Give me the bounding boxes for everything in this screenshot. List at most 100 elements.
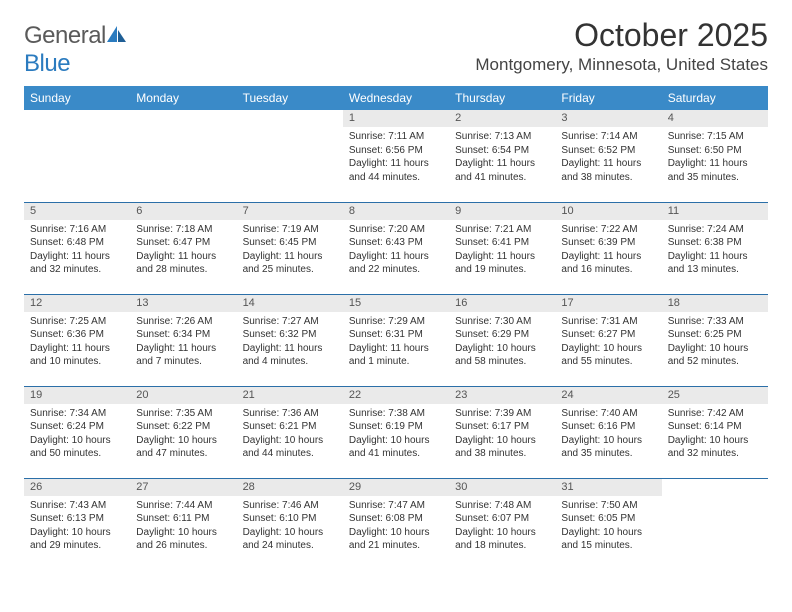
day-details: Sunrise: 7:46 AMSunset: 6:10 PMDaylight:… [237, 496, 343, 557]
day-details: Sunrise: 7:19 AMSunset: 6:45 PMDaylight:… [237, 220, 343, 281]
calendar-cell: 7Sunrise: 7:19 AMSunset: 6:45 PMDaylight… [237, 202, 343, 294]
day-details: Sunrise: 7:38 AMSunset: 6:19 PMDaylight:… [343, 404, 449, 465]
day-details: Sunrise: 7:21 AMSunset: 6:41 PMDaylight:… [449, 220, 555, 281]
day-number: 27 [130, 479, 236, 496]
day-details: Sunrise: 7:47 AMSunset: 6:08 PMDaylight:… [343, 496, 449, 557]
daylight-text-1: Daylight: 11 hours [561, 250, 655, 264]
sunset-text: Sunset: 6:08 PM [349, 512, 443, 526]
day-number: 25 [662, 387, 768, 404]
calendar-cell: 10Sunrise: 7:22 AMSunset: 6:39 PMDayligh… [555, 202, 661, 294]
daylight-text-1: Daylight: 10 hours [668, 434, 762, 448]
sunrise-text: Sunrise: 7:34 AM [30, 407, 124, 421]
daylight-text-1: Daylight: 10 hours [136, 434, 230, 448]
calendar-cell: 2Sunrise: 7:13 AMSunset: 6:54 PMDaylight… [449, 110, 555, 202]
calendar-cell: 5Sunrise: 7:16 AMSunset: 6:48 PMDaylight… [24, 202, 130, 294]
day-details: Sunrise: 7:15 AMSunset: 6:50 PMDaylight:… [662, 127, 768, 188]
calendar-body: 1Sunrise: 7:11 AMSunset: 6:56 PMDaylight… [24, 110, 768, 570]
sunset-text: Sunset: 6:21 PM [243, 420, 337, 434]
sunrise-text: Sunrise: 7:15 AM [668, 130, 762, 144]
day-details: Sunrise: 7:31 AMSunset: 6:27 PMDaylight:… [555, 312, 661, 373]
sunset-text: Sunset: 6:13 PM [30, 512, 124, 526]
sunset-text: Sunset: 6:24 PM [30, 420, 124, 434]
daylight-text-2: and 18 minutes. [455, 539, 549, 553]
calendar-cell: 6Sunrise: 7:18 AMSunset: 6:47 PMDaylight… [130, 202, 236, 294]
sunset-text: Sunset: 6:50 PM [668, 144, 762, 158]
day-number: 31 [555, 479, 661, 496]
calendar-row: 19Sunrise: 7:34 AMSunset: 6:24 PMDayligh… [24, 386, 768, 478]
calendar-cell: 3Sunrise: 7:14 AMSunset: 6:52 PMDaylight… [555, 110, 661, 202]
sunset-text: Sunset: 6:14 PM [668, 420, 762, 434]
sunrise-text: Sunrise: 7:39 AM [455, 407, 549, 421]
day-number: 10 [555, 203, 661, 220]
calendar-cell: 28Sunrise: 7:46 AMSunset: 6:10 PMDayligh… [237, 478, 343, 570]
calendar-cell: 18Sunrise: 7:33 AMSunset: 6:25 PMDayligh… [662, 294, 768, 386]
daylight-text-1: Daylight: 11 hours [349, 157, 443, 171]
calendar-cell [130, 110, 236, 202]
daylight-text-2: and 35 minutes. [561, 447, 655, 461]
day-number: 17 [555, 295, 661, 312]
calendar-cell: 25Sunrise: 7:42 AMSunset: 6:14 PMDayligh… [662, 386, 768, 478]
day-number: 24 [555, 387, 661, 404]
day-number: 20 [130, 387, 236, 404]
calendar-cell: 13Sunrise: 7:26 AMSunset: 6:34 PMDayligh… [130, 294, 236, 386]
daylight-text-1: Daylight: 10 hours [30, 526, 124, 540]
calendar-row: 26 Sunrise: 7:43 AMSunset: 6:13 PMDayligh… [24, 478, 768, 570]
day-number: 5 [24, 203, 130, 220]
daylight-text-2: and 25 minutes. [243, 263, 337, 277]
sunset-text: Sunset: 6:10 PM [243, 512, 337, 526]
daylight-text-1: Daylight: 11 hours [136, 250, 230, 264]
calendar-cell [237, 110, 343, 202]
daylight-text-1: Daylight: 10 hours [349, 434, 443, 448]
header-monday: Monday [130, 86, 236, 110]
day-details: Sunrise: 7:34 AMSunset: 6:24 PMDaylight:… [24, 404, 130, 465]
sunset-text: Sunset: 6:22 PM [136, 420, 230, 434]
daylight-text-2: and 28 minutes. [136, 263, 230, 277]
day-number: 26 [24, 479, 130, 496]
sunset-text: Sunset: 6:17 PM [455, 420, 549, 434]
sunrise-text: Sunrise: 7:27 AM [243, 315, 337, 329]
daylight-text-2: and 55 minutes. [561, 355, 655, 369]
calendar-row: 12Sunrise: 7:25 AMSunset: 6:36 PMDayligh… [24, 294, 768, 386]
page: GeneralBlue October 2025 Montgomery, Min… [0, 0, 792, 588]
sunset-text: Sunset: 6:29 PM [455, 328, 549, 342]
sunrise-text: Sunrise: 7:50 AM [561, 499, 655, 513]
day-details: Sunrise: 7:50 AMSunset: 6:05 PMDaylight:… [555, 496, 661, 557]
calendar-cell: 11Sunrise: 7:24 AMSunset: 6:38 PMDayligh… [662, 202, 768, 294]
daylight-text-1: Daylight: 11 hours [668, 157, 762, 171]
daylight-text-2: and 26 minutes. [136, 539, 230, 553]
daylight-text-1: Daylight: 11 hours [349, 250, 443, 264]
calendar-cell [24, 110, 130, 202]
sunset-text: Sunset: 6:39 PM [561, 236, 655, 250]
calendar-cell: 26 Sunrise: 7:43 AMSunset: 6:13 PMDayligh… [24, 478, 130, 570]
daylight-text-2: and 21 minutes. [349, 539, 443, 553]
daylight-text-2: and 10 minutes. [30, 355, 124, 369]
day-details: Sunrise: 7:36 AMSunset: 6:21 PMDaylight:… [237, 404, 343, 465]
daylight-text-2: and 50 minutes. [30, 447, 124, 461]
sunrise-text: Sunrise: 7:43 AM [30, 499, 124, 513]
daylight-text-2: and 52 minutes. [668, 355, 762, 369]
month-title: October 2025 [475, 18, 768, 53]
sunrise-text: Sunrise: 7:14 AM [561, 130, 655, 144]
sunrise-text: Sunrise: 7:31 AM [561, 315, 655, 329]
day-number: 14 [237, 295, 343, 312]
daylight-text-1: Daylight: 11 hours [243, 342, 337, 356]
sunrise-text: Sunrise: 7:30 AM [455, 315, 549, 329]
calendar-cell: 20Sunrise: 7:35 AMSunset: 6:22 PMDayligh… [130, 386, 236, 478]
sunset-text: Sunset: 6:56 PM [349, 144, 443, 158]
calendar-row: 5Sunrise: 7:16 AMSunset: 6:48 PMDaylight… [24, 202, 768, 294]
sunrise-text: Sunrise: 7:46 AM [243, 499, 337, 513]
sunset-text: Sunset: 6:25 PM [668, 328, 762, 342]
sunrise-text: Sunrise: 7:18 AM [136, 223, 230, 237]
day-number: 15 [343, 295, 449, 312]
sunset-text: Sunset: 6:32 PM [243, 328, 337, 342]
day-number: 1 [343, 110, 449, 127]
sunset-text: Sunset: 6:52 PM [561, 144, 655, 158]
day-details: Sunrise: 7:22 AMSunset: 6:39 PMDaylight:… [555, 220, 661, 281]
sunrise-text: Sunrise: 7:24 AM [668, 223, 762, 237]
calendar-cell: 27Sunrise: 7:44 AMSunset: 6:11 PMDayligh… [130, 478, 236, 570]
daylight-text-2: and 38 minutes. [455, 447, 549, 461]
sunset-text: Sunset: 6:34 PM [136, 328, 230, 342]
day-number: 18 [662, 295, 768, 312]
calendar-cell: 19Sunrise: 7:34 AMSunset: 6:24 PMDayligh… [24, 386, 130, 478]
daylight-text-2: and 29 minutes. [30, 539, 124, 553]
